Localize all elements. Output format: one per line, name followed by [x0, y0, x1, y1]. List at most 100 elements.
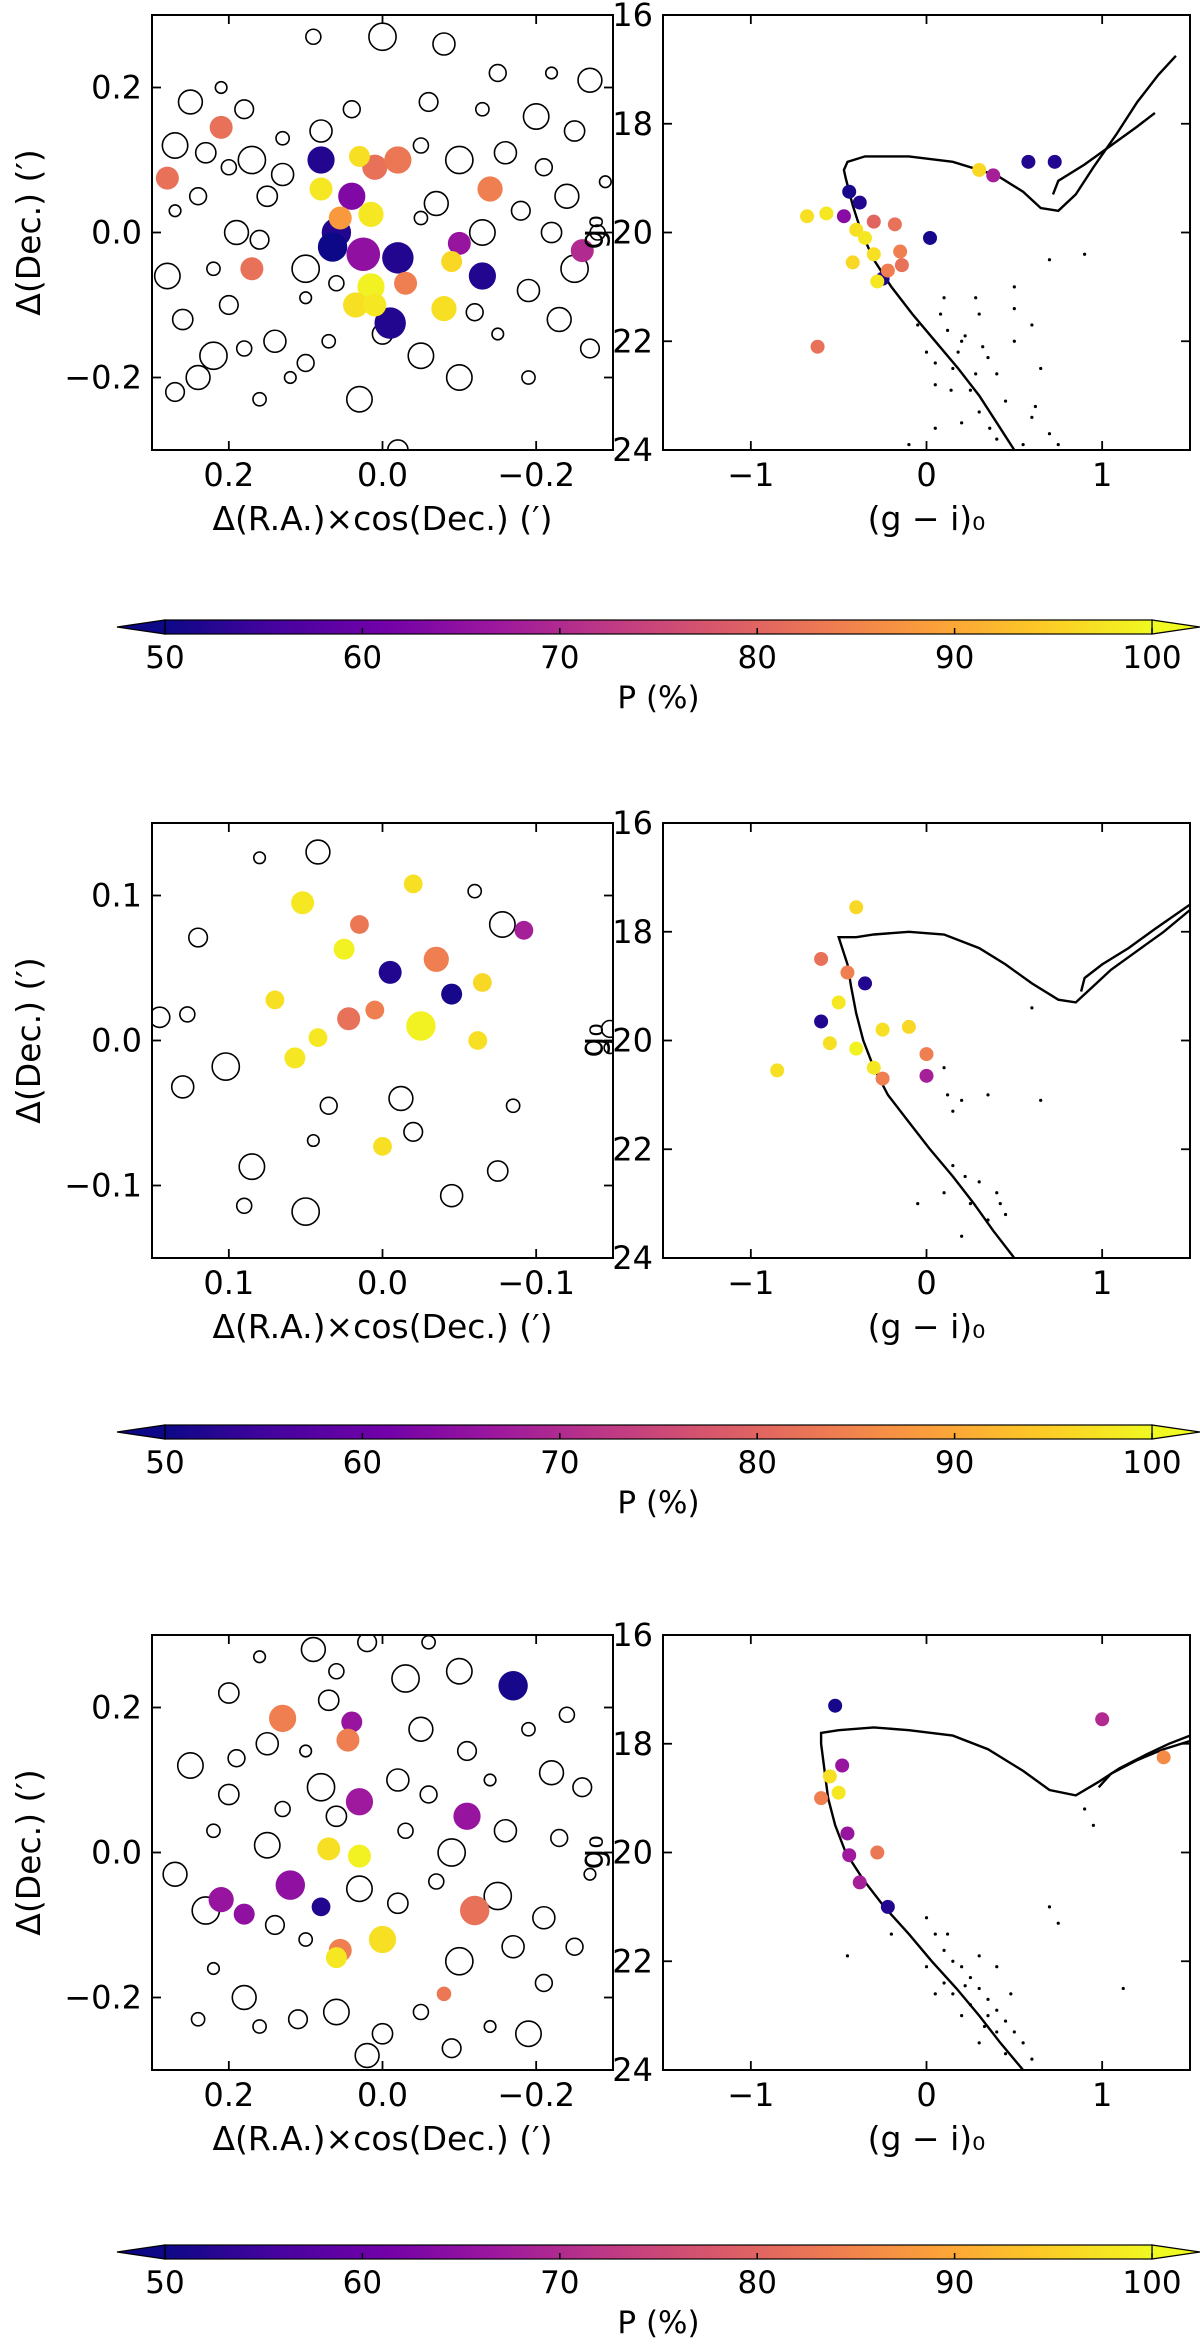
x-tick-label: −1 — [727, 456, 774, 494]
field-star — [942, 1948, 946, 1952]
field-star — [977, 1986, 981, 1991]
y-tick-label: 16 — [612, 1616, 653, 1654]
member-star — [347, 1844, 371, 1868]
y-tick-label: 22 — [612, 1130, 653, 1168]
field-star — [945, 1932, 950, 1936]
member-star — [1047, 154, 1062, 169]
member-star — [819, 206, 834, 221]
x-tick-label: 1 — [1092, 2076, 1112, 2114]
nonmember-star — [486, 1160, 509, 1182]
member-star — [1095, 1712, 1110, 1727]
nonmember-star — [403, 1121, 424, 1142]
colorbar-tick-label: 90 — [935, 1445, 974, 1481]
member-star — [384, 146, 412, 174]
member-star — [265, 990, 285, 1010]
member-star — [986, 168, 1001, 183]
colorbar-extend-high — [1151, 2244, 1200, 2260]
x-tick-label: −1 — [727, 2076, 774, 2114]
colorbar-extend-low — [116, 1424, 166, 1440]
nonmember-star — [501, 1934, 525, 1959]
member-star — [1021, 154, 1036, 169]
nonmember-star — [253, 1831, 281, 1859]
member-star — [919, 1047, 934, 1062]
field-star — [995, 1191, 999, 1195]
nonmember-star — [407, 342, 435, 370]
nonmember-star — [162, 1861, 188, 1887]
nonmember-star — [199, 341, 228, 371]
axes-frame — [662, 822, 1191, 1259]
colorbar-tick-label: 70 — [540, 640, 579, 676]
nonmember-star — [252, 1650, 267, 1664]
nonmember-star — [179, 1006, 196, 1023]
member-star — [453, 1802, 481, 1830]
nonmember-star — [412, 2003, 430, 2021]
x-tick-label: 0 — [916, 2076, 936, 2114]
nonmember-star — [423, 190, 449, 217]
nonmember-star — [206, 261, 221, 277]
colorbar-label: P (%) — [617, 680, 699, 716]
member-star — [373, 1136, 392, 1156]
field-star — [945, 328, 950, 332]
nonmember-star — [391, 1664, 420, 1693]
nonmember-star — [161, 132, 189, 160]
nonmember-star — [252, 391, 267, 407]
member-star — [460, 1895, 490, 1926]
member-star — [498, 1671, 528, 1701]
colorbar-tick-label: 60 — [343, 1445, 382, 1481]
member-star — [309, 177, 333, 201]
nonmember-star — [185, 364, 211, 391]
member-star — [333, 938, 355, 960]
member-star — [845, 255, 860, 270]
member-star — [423, 946, 449, 972]
field-star — [977, 1954, 981, 1958]
member-star — [835, 1758, 850, 1773]
field-star — [1083, 1807, 1087, 1811]
nonmember-star — [299, 291, 313, 305]
nonmember-star — [439, 1183, 464, 1208]
y-tick-label: 0.2 — [91, 69, 142, 107]
member-star — [365, 1000, 385, 1020]
axes-frame — [151, 822, 614, 1259]
nonmember-star — [419, 1785, 438, 1804]
colorbar-extend-low — [116, 619, 166, 635]
member-star — [311, 1897, 331, 1917]
member-star — [870, 274, 885, 289]
y-tick-label: −0.1 — [64, 1167, 142, 1205]
colorbar-tick-label: 80 — [737, 2265, 776, 2301]
nonmember-star — [164, 381, 186, 403]
member-star — [348, 145, 370, 167]
panel-row3-right: −1 0 1 16 18 20 22 24 (g − i)₀ g₀ — [572, 1616, 1191, 2158]
nonmember-star — [467, 883, 483, 899]
field-star — [977, 312, 981, 316]
nonmember-star — [456, 1740, 478, 1762]
member-star — [880, 1899, 895, 1914]
colorbar-label: P (%) — [617, 2305, 699, 2341]
y-tick-label: 20 — [612, 214, 653, 252]
nonmember-star — [488, 63, 507, 83]
member-star — [858, 230, 873, 245]
nonmember-star — [306, 1133, 320, 1148]
member-star — [291, 891, 315, 915]
member-star — [822, 1036, 837, 1051]
field-star — [974, 296, 978, 300]
member-star — [814, 951, 829, 966]
field-star — [942, 296, 946, 300]
x-tick-label: 1 — [1092, 456, 1112, 494]
field-star — [1056, 442, 1060, 447]
nonmember-star — [291, 254, 321, 284]
nonmember-star — [214, 80, 228, 95]
field-star — [924, 350, 929, 354]
y-tick-label: 24 — [612, 1239, 653, 1277]
field-star — [951, 1959, 955, 1963]
field-star — [968, 388, 973, 392]
field-star — [951, 1992, 955, 1996]
colorbar-tick-label: 60 — [343, 2265, 382, 2301]
nonmember-star — [357, 1635, 378, 1653]
field-star — [986, 1218, 990, 1222]
panel-row3-left: 0.2 0.0 −0.2 0.2 0.0 −0.2 Δ(R.A.)×cos(Dec.) (′… — [9, 1634, 614, 2158]
field-star — [933, 1992, 937, 1996]
member-star — [363, 293, 387, 317]
nonmember-star — [325, 1805, 348, 1828]
colorbar-tick-label: 60 — [343, 640, 382, 676]
nonmember-star — [432, 32, 456, 56]
